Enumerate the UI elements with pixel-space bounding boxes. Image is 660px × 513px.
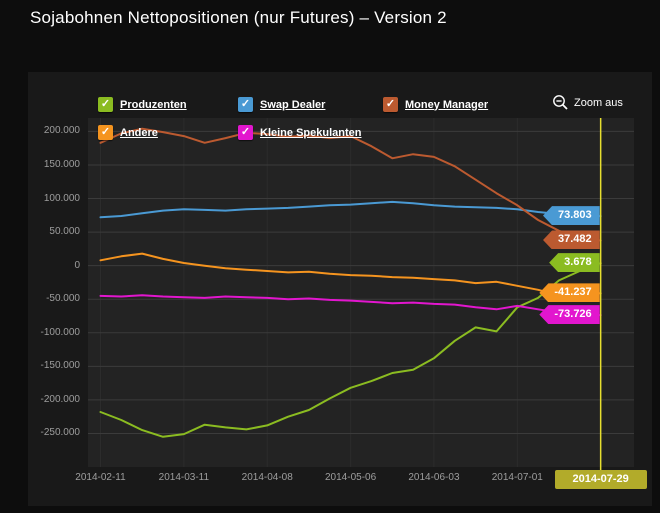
value-badge: 73.803 bbox=[543, 206, 600, 226]
x-axis-label: 2014-05-06 bbox=[325, 472, 377, 483]
legend-item-swap-dealer[interactable]: ✓ Swap Dealer bbox=[238, 97, 325, 112]
legend-label: Produzenten bbox=[120, 98, 187, 111]
checkbox-checked-icon: ✓ bbox=[98, 97, 113, 112]
y-axis-label: 200.000 bbox=[43, 125, 80, 137]
legend-item-andere[interactable]: ✓ Andere bbox=[98, 125, 158, 140]
y-axis-label: -100.000 bbox=[40, 326, 80, 338]
checkbox-checked-icon: ✓ bbox=[238, 125, 253, 140]
page-title: Sojabohnen Nettopositionen (nur Futures)… bbox=[30, 8, 447, 27]
x-axis-label: 2014-06-03 bbox=[408, 472, 460, 483]
legend-label: Kleine Spekulanten bbox=[260, 126, 362, 139]
legend-item-money-manager[interactable]: ✓ Money Manager bbox=[383, 97, 488, 112]
chart-card: ✓ Produzenten ✓ Swap Dealer ✓ Money Mana… bbox=[28, 72, 652, 506]
checkbox-checked-icon: ✓ bbox=[238, 97, 253, 112]
x-axis-label: 2014-03-11 bbox=[158, 472, 210, 483]
zoom-out-label: Zoom aus bbox=[574, 96, 623, 109]
x-axis-label: 2014-02-11 bbox=[75, 472, 126, 483]
y-axis-label: -50.000 bbox=[46, 293, 80, 305]
y-axis-label: -250.000 bbox=[40, 427, 80, 439]
value-badge: -41.237 bbox=[539, 283, 600, 303]
value-badge: -73.726 bbox=[539, 305, 600, 325]
checkbox-checked-icon: ✓ bbox=[98, 125, 113, 140]
checkbox-checked-icon: ✓ bbox=[383, 97, 398, 112]
y-axis-label: -150.000 bbox=[40, 360, 80, 372]
y-axis-label: 100.000 bbox=[43, 192, 80, 204]
x-axis-label: 2014-04-08 bbox=[241, 472, 293, 483]
legend-label: Money Manager bbox=[405, 98, 489, 111]
value-badge: 3.678 bbox=[549, 253, 600, 273]
zoom-out-icon bbox=[553, 95, 568, 110]
y-axis-label: 0 bbox=[74, 259, 80, 271]
crosshair-date-label: 2014-07-29 bbox=[554, 470, 647, 489]
value-badge: 37.482 bbox=[543, 230, 600, 250]
legend-item-kleine-spekulanten[interactable]: ✓ Kleine Spekulanten bbox=[238, 125, 361, 140]
y-axis-label: 150.000 bbox=[43, 158, 80, 170]
y-axis-label: -200.000 bbox=[40, 393, 80, 405]
legend-item-produzenten[interactable]: ✓ Produzenten bbox=[98, 97, 187, 112]
y-axis-label: 50.000 bbox=[49, 226, 80, 238]
legend-label: Andere bbox=[120, 126, 158, 139]
x-axis-label: 2014-07-01 bbox=[491, 472, 543, 483]
zoom-out-button[interactable]: Zoom aus bbox=[552, 94, 623, 111]
legend-label: Swap Dealer bbox=[260, 98, 326, 111]
